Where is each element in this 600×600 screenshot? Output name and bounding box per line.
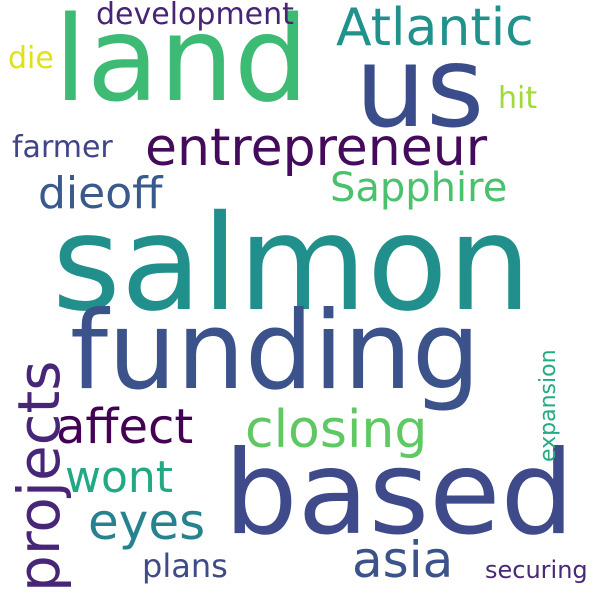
word-expansion: expansion	[536, 349, 561, 462]
word-die: die	[8, 41, 54, 76]
word-funding: funding	[70, 289, 481, 414]
word-dieoff: dieoff	[38, 168, 163, 219]
word-development: development	[96, 0, 294, 32]
word-asia: asia	[352, 531, 454, 589]
word-land: land	[54, 0, 309, 128]
word-farmer: farmer	[12, 130, 113, 165]
word-eyes: eyes	[88, 493, 206, 551]
word-salmon: salmon	[52, 187, 532, 341]
word-projects: projects	[5, 360, 73, 592]
word-us: us	[355, 23, 485, 153]
word-hit: hit	[498, 81, 538, 116]
word-closing: closing	[245, 400, 428, 460]
word-atlantic: Atlantic	[336, 0, 534, 58]
word-affect: affect	[56, 399, 194, 455]
word-wont: wont	[65, 452, 174, 503]
word-securing: securing	[485, 556, 588, 584]
word-entrepreneur: entrepreneur	[145, 118, 488, 178]
word-plans: plans	[142, 547, 228, 585]
word-based: based	[224, 426, 575, 561]
word-sapphire: Sapphire	[330, 165, 508, 211]
